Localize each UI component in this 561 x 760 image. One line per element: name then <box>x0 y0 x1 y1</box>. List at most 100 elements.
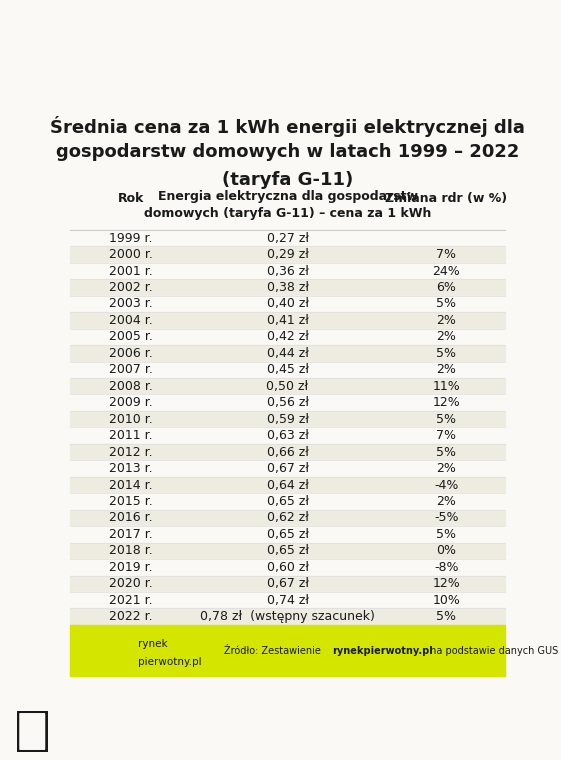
Bar <box>70 444 505 461</box>
Text: 0,27 zł: 0,27 zł <box>266 232 309 245</box>
Bar <box>70 461 505 477</box>
Text: 2022 r.: 2022 r. <box>109 610 153 623</box>
Text: 6%: 6% <box>436 281 456 294</box>
Bar <box>70 362 505 378</box>
Text: 2000 r.: 2000 r. <box>109 248 153 261</box>
Text: Średnia cena za 1 kWh energii elektrycznej dla: Średnia cena za 1 kWh energii elektryczn… <box>50 116 525 137</box>
Text: 5%: 5% <box>436 413 456 426</box>
Text: 2002 r.: 2002 r. <box>109 281 153 294</box>
Bar <box>70 575 505 592</box>
Text: -5%: -5% <box>434 511 458 524</box>
Text: 5%: 5% <box>436 347 456 359</box>
Text: 0,44 zł: 0,44 zł <box>266 347 309 359</box>
Text: 2018 r.: 2018 r. <box>109 544 153 557</box>
Text: 0,78 zł  (wstępny szacunek): 0,78 zł (wstępny szacunek) <box>200 610 375 623</box>
Text: Energia elektryczna dla gospodarstw
domowych (taryfa G-11) – cena za 1 kWh: Energia elektryczna dla gospodarstw domo… <box>144 189 431 220</box>
Bar <box>70 394 505 411</box>
Text: 0%: 0% <box>436 544 456 557</box>
Text: 11%: 11% <box>433 380 460 393</box>
Text: 2010 r.: 2010 r. <box>109 413 153 426</box>
Text: 12%: 12% <box>433 578 460 591</box>
Text: Rok: Rok <box>118 192 144 205</box>
Text: 5%: 5% <box>436 528 456 541</box>
Text: 2003 r.: 2003 r. <box>109 297 153 310</box>
Text: 2%: 2% <box>436 314 456 327</box>
Text: 2013 r.: 2013 r. <box>109 462 153 475</box>
Text: 2019 r.: 2019 r. <box>109 561 153 574</box>
Bar <box>70 609 505 625</box>
Text: 2015 r.: 2015 r. <box>109 495 153 508</box>
Text: 10%: 10% <box>433 594 460 606</box>
Text: 0,60 zł: 0,60 zł <box>266 561 309 574</box>
Text: 0,65 zł: 0,65 zł <box>266 528 309 541</box>
Text: 1999 r.: 1999 r. <box>109 232 153 245</box>
Text: 0,62 zł: 0,62 zł <box>266 511 309 524</box>
Bar <box>70 279 505 296</box>
Text: 0,38 zł: 0,38 zł <box>266 281 309 294</box>
Text: 0,63 zł: 0,63 zł <box>266 429 309 442</box>
Bar <box>70 378 505 394</box>
Text: 2021 r.: 2021 r. <box>109 594 153 606</box>
Text: 2012 r.: 2012 r. <box>109 445 153 458</box>
Text: 0,67 zł: 0,67 zł <box>266 462 309 475</box>
Text: (taryfa G-11): (taryfa G-11) <box>222 171 353 188</box>
Text: 5%: 5% <box>436 610 456 623</box>
Text: 2009 r.: 2009 r. <box>109 396 153 409</box>
Text: 0,59 zł: 0,59 zł <box>266 413 309 426</box>
Text: gospodarstw domowych w latach 1999 – 2022: gospodarstw domowych w latach 1999 – 202… <box>56 144 519 161</box>
Bar <box>70 230 505 246</box>
Text: 0,41 zł: 0,41 zł <box>266 314 309 327</box>
Bar <box>70 345 505 362</box>
Bar <box>70 559 505 575</box>
Text: rynekpierwotny.pl: rynekpierwotny.pl <box>332 646 433 656</box>
Text: 5%: 5% <box>436 297 456 310</box>
Text: 0,45 zł: 0,45 zł <box>266 363 309 376</box>
Text: 2%: 2% <box>436 495 456 508</box>
Text: 0,36 zł: 0,36 zł <box>266 264 309 277</box>
Text: Źródło: Zestawienie: Źródło: Zestawienie <box>224 646 324 656</box>
Bar <box>70 493 505 510</box>
Bar <box>70 186 505 230</box>
Text: 0,64 zł: 0,64 zł <box>266 479 309 492</box>
Bar <box>70 427 505 444</box>
Text: 5%: 5% <box>436 445 456 458</box>
Text: 0,66 zł: 0,66 zł <box>266 445 309 458</box>
Bar <box>70 543 505 559</box>
Bar <box>70 246 505 263</box>
Text: 2001 r.: 2001 r. <box>109 264 153 277</box>
Text: 0,40 zł: 0,40 zł <box>266 297 309 310</box>
Text: 2011 r.: 2011 r. <box>109 429 153 442</box>
Text: 12%: 12% <box>433 396 460 409</box>
Text: -8%: -8% <box>434 561 458 574</box>
Text: 2017 r.: 2017 r. <box>109 528 153 541</box>
Text: 2014 r.: 2014 r. <box>109 479 153 492</box>
Bar <box>70 411 505 427</box>
Bar <box>70 296 505 312</box>
Bar <box>70 510 505 526</box>
Bar <box>70 592 505 609</box>
Text: 2005 r.: 2005 r. <box>109 331 153 344</box>
Text: 2006 r.: 2006 r. <box>109 347 153 359</box>
Text: 7%: 7% <box>436 429 456 442</box>
Text: -4%: -4% <box>434 479 458 492</box>
Text: 0,65 zł: 0,65 zł <box>266 495 309 508</box>
Text: 0,50 zł: 0,50 zł <box>266 380 309 393</box>
Text: na podstawie danych GUS: na podstawie danych GUS <box>427 646 558 656</box>
Text: 2020 r.: 2020 r. <box>109 578 153 591</box>
Bar <box>70 312 505 328</box>
Text: 2%: 2% <box>436 462 456 475</box>
Text: 2%: 2% <box>436 363 456 376</box>
Bar <box>70 263 505 279</box>
Text: 7%: 7% <box>436 248 456 261</box>
Text: 2%: 2% <box>436 331 456 344</box>
Text: pierwotny.pl: pierwotny.pl <box>137 657 201 667</box>
Text: 24%: 24% <box>433 264 460 277</box>
Text: 0,65 zł: 0,65 zł <box>266 544 309 557</box>
Text: 2007 r.: 2007 r. <box>109 363 153 376</box>
Text: 0,67 zł: 0,67 zł <box>266 578 309 591</box>
Text: Zmiana rdr (w %): Zmiana rdr (w %) <box>385 192 507 205</box>
Bar <box>70 625 505 676</box>
Text: 0,29 zł: 0,29 zł <box>266 248 309 261</box>
Text: 0,74 zł: 0,74 zł <box>266 594 309 606</box>
Text: rynek: rynek <box>137 638 167 648</box>
